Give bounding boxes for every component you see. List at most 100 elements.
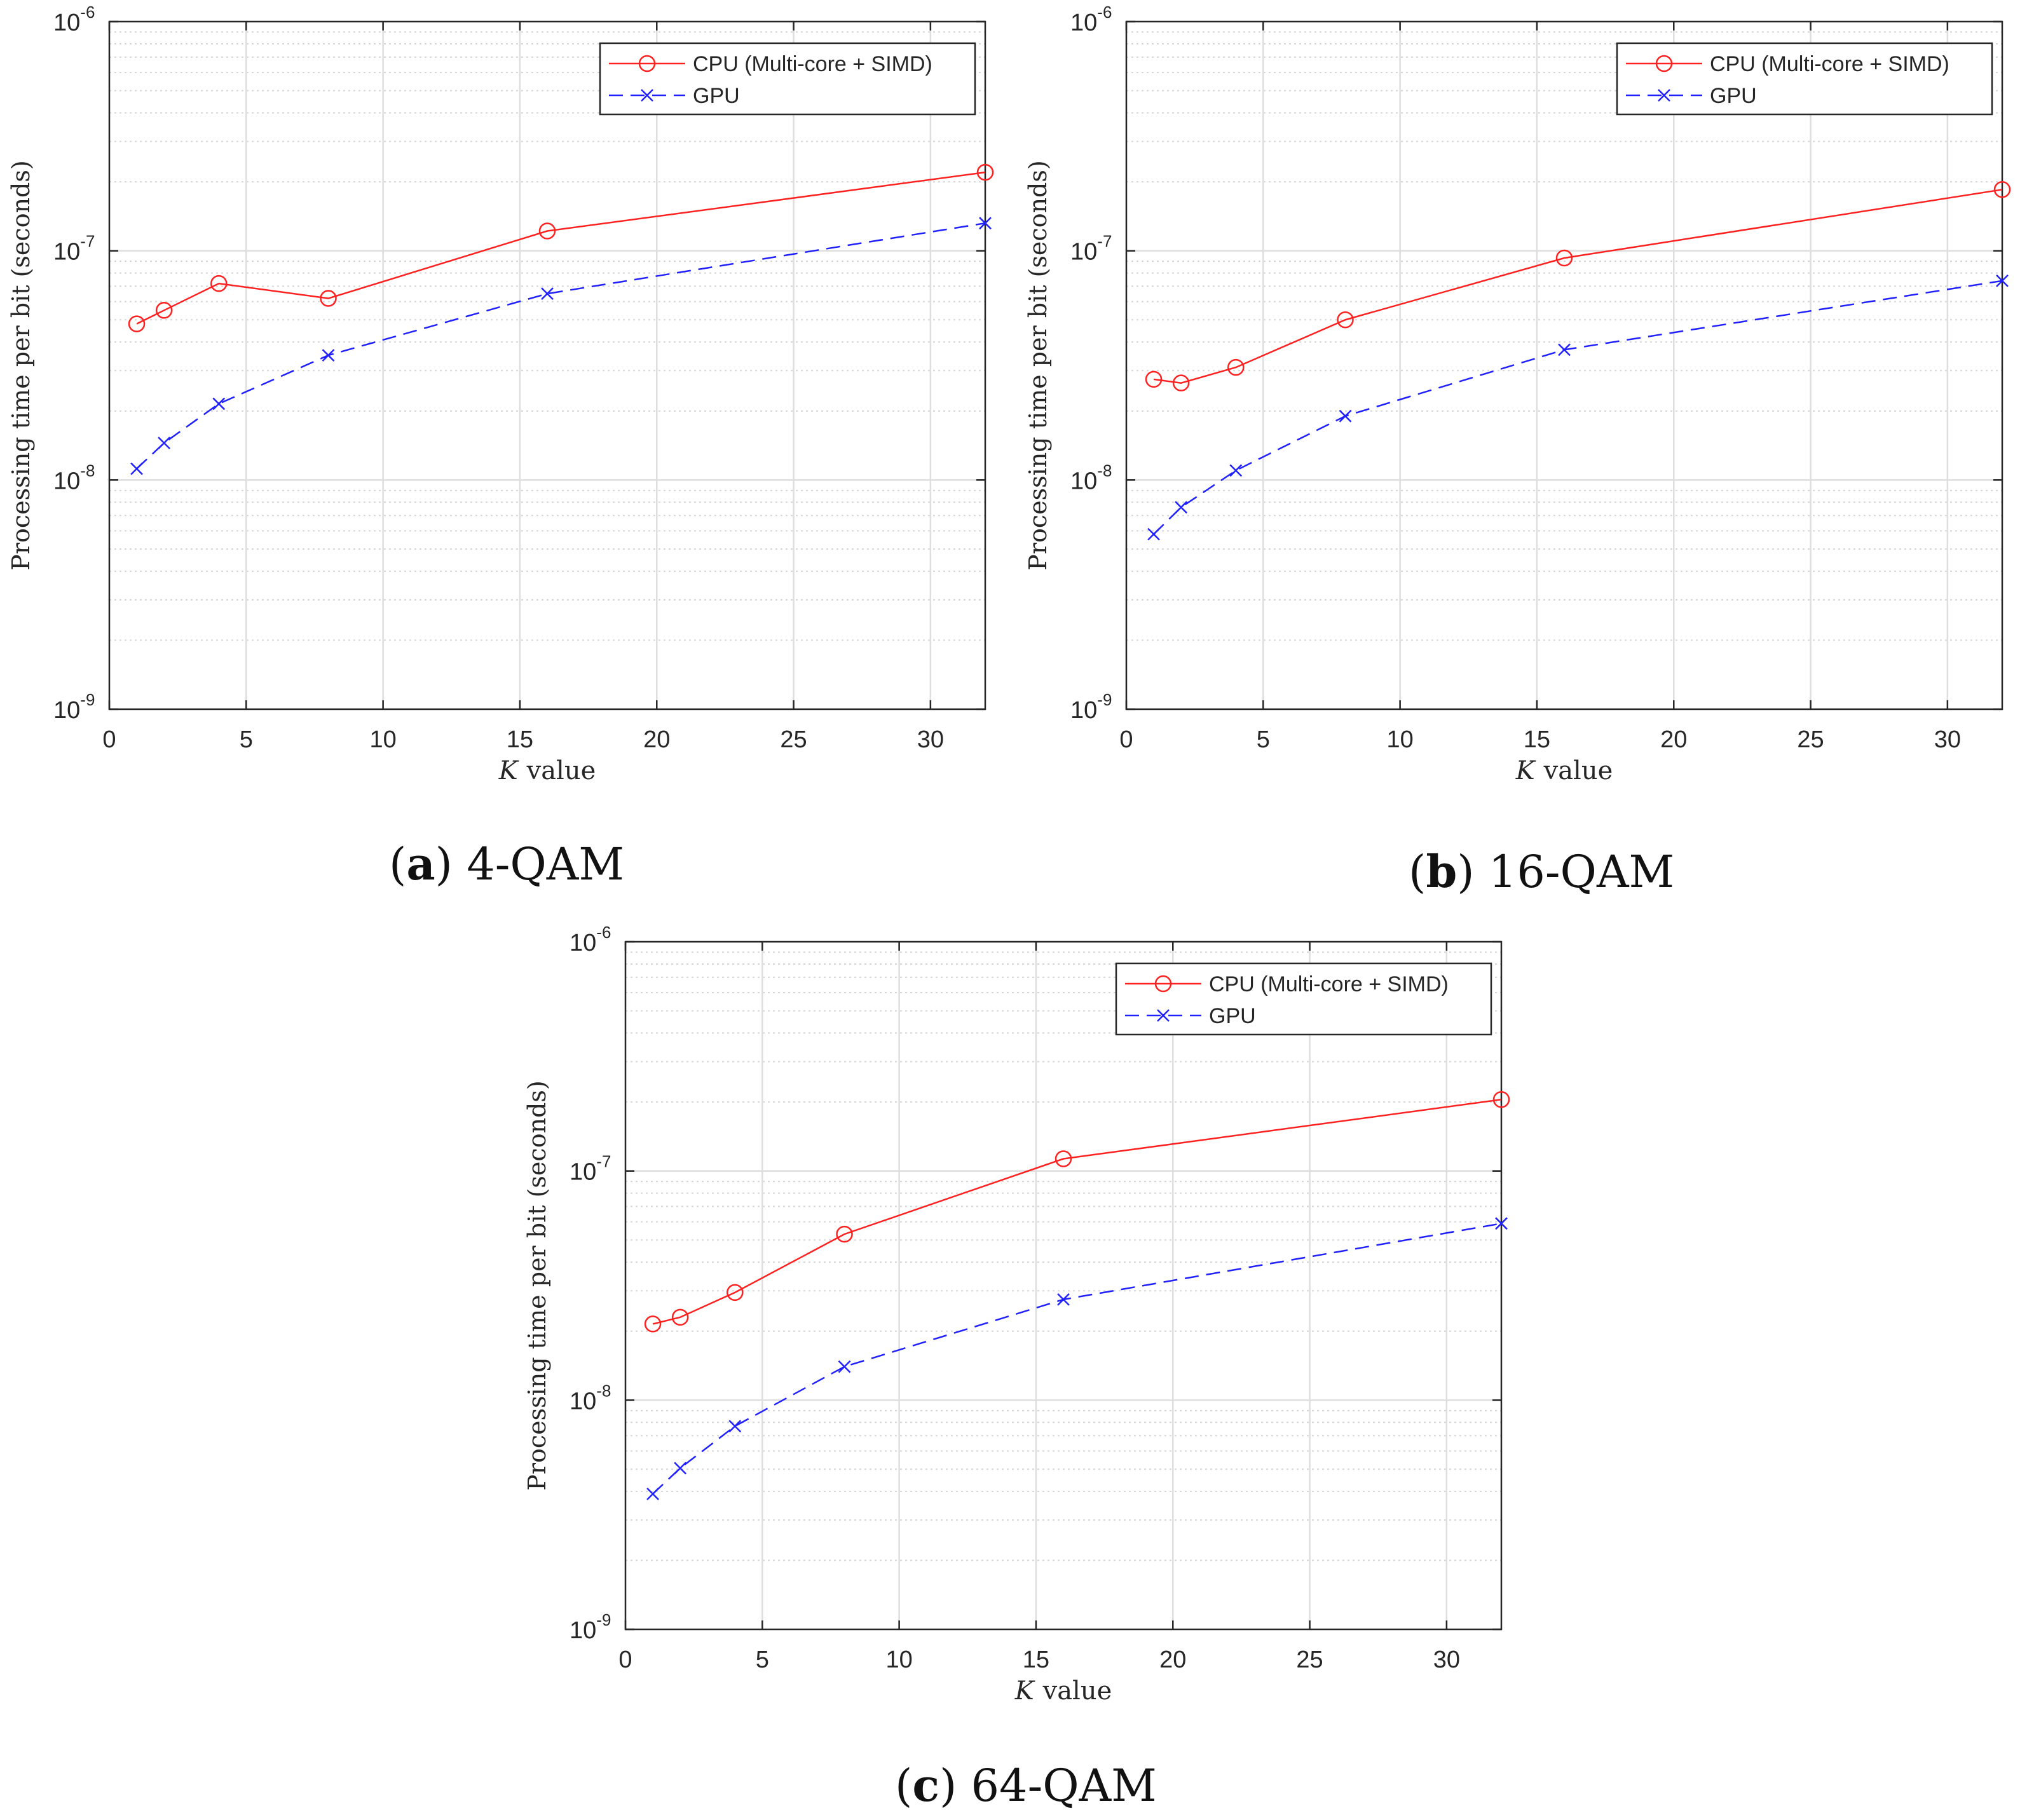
caption-b: (b) 16-QAM [1409, 845, 1675, 898]
y-tick-label: 10-9 [1070, 690, 1112, 724]
legend: CPU (Multi-core + SIMD) GPU [599, 42, 976, 116]
legend-box [1115, 962, 1492, 1036]
x-tick-label: 15 [507, 726, 533, 753]
y-tick-label: 10-8 [1070, 461, 1112, 494]
y-tick-base: 10 [570, 1388, 596, 1415]
minor-grid [625, 951, 1501, 1561]
data-point-x-stroke [212, 397, 226, 411]
y-tick-base: 10 [1070, 10, 1097, 36]
data-point-x-stroke [1339, 409, 1352, 423]
data-point-x [1558, 343, 1571, 357]
data-point-circle [1993, 181, 2011, 198]
y-tick-exponent: -7 [596, 1152, 611, 1171]
data-point-circle [1492, 1090, 1510, 1108]
y-tick-exponent: -8 [80, 461, 95, 480]
x-tick-label: 0 [1119, 726, 1133, 753]
axes-box [624, 941, 1503, 1631]
x-tick-labels: 0 5 10 15 20 25 30 [618, 1647, 1460, 1673]
series-cpu [1145, 181, 2011, 391]
legend: CPU (Multi-core + SIMD) GPU [1115, 962, 1492, 1036]
series-line [652, 1098, 1502, 1325]
x-axis-label-rest: value [526, 756, 596, 785]
data-point-circle [727, 1284, 744, 1301]
data-point-x [322, 349, 335, 362]
x-axis-label-var: K [498, 756, 519, 785]
x-tick-labels: 0 5 10 15 20 25 30 [1119, 726, 1961, 753]
legend-marker-x [1658, 89, 1670, 102]
axes-box [1125, 20, 2003, 710]
data-point-circle [644, 1315, 662, 1333]
series-cpu [128, 163, 994, 332]
data-point-circle [1145, 370, 1163, 388]
legend-label: GPU [693, 84, 740, 108]
y-tick-exponent: -6 [1097, 3, 1112, 22]
y-tick-exponent: -9 [1097, 690, 1112, 709]
y-tick-base: 10 [53, 468, 80, 494]
y-tick-base: 10 [53, 697, 80, 724]
caption-a-label: a [406, 838, 435, 890]
legend-marker-circle [1655, 55, 1673, 72]
x-axis-label-rest: value [1543, 756, 1613, 785]
data-point-x [158, 437, 171, 450]
data-point-circle [320, 290, 337, 307]
legend-box [1616, 42, 1993, 116]
data-point-x-stroke [838, 1360, 851, 1373]
plot-area [1126, 22, 2002, 709]
y-tick-labels: 10-910-810-710-6 [1070, 3, 1112, 724]
data-point-circle [1172, 374, 1190, 391]
data-point-circle [210, 275, 228, 292]
y-axis-label: Processing time per bit (seconds) [523, 1080, 551, 1490]
x-axis-label-rest: value [1042, 1676, 1112, 1706]
y-tick-exponent: -6 [596, 923, 611, 942]
caption-b-label: b [1426, 845, 1457, 898]
data-point-x [212, 397, 226, 411]
x-tick-label: 25 [780, 726, 807, 753]
y-tick-label: 10-6 [1070, 3, 1112, 36]
x-tick-label: 15 [1524, 726, 1550, 753]
data-point-x-stroke [1558, 343, 1571, 357]
plot-area [109, 22, 985, 709]
minor-grid [109, 31, 985, 641]
series-gpu [1147, 274, 2009, 541]
legend-label: CPU (Multi-core + SIMD) [1710, 52, 1949, 76]
y-tick-labels: 10-910-810-710-6 [53, 3, 95, 724]
data-point-circle [1227, 358, 1245, 376]
data-point-x [674, 1462, 687, 1475]
x-tick-label: 25 [1797, 726, 1824, 753]
y-tick-exponent: -8 [596, 1381, 611, 1400]
x-tick-label: 25 [1296, 1647, 1323, 1673]
data-point-x [728, 1420, 742, 1433]
data-point-x [979, 217, 992, 230]
data-point-x [1339, 409, 1352, 423]
y-tick-base: 10 [53, 239, 80, 266]
x-axis-label-var: K [1014, 1676, 1035, 1706]
data-point-x [130, 462, 143, 475]
y-tick-base: 10 [1070, 468, 1097, 494]
x-axis-label-var: K [1515, 756, 1536, 785]
y-axis-label: Processing time per bit (seconds) [7, 160, 35, 570]
minor-grid [1126, 31, 2002, 641]
y-tick-label: 10-8 [570, 1381, 611, 1415]
x-tick-label: 30 [917, 726, 944, 753]
data-point-circle [538, 222, 556, 240]
x-tick-label: 15 [1023, 1647, 1049, 1673]
x-tick-label: 30 [1433, 1647, 1460, 1673]
caption-c-label: c [912, 1759, 939, 1812]
data-point-x-stroke [646, 1487, 659, 1500]
x-tick-label: 20 [1660, 726, 1687, 753]
series-gpu [646, 1217, 1508, 1500]
y-tick-label: 10-8 [53, 461, 95, 494]
data-point-x [1057, 1293, 1070, 1306]
data-point-x-stroke [1175, 501, 1188, 514]
y-tick-label: 10-6 [570, 923, 611, 956]
series-gpu [130, 217, 992, 475]
y-tick-exponent: -7 [80, 232, 95, 251]
legend-marker-circle [638, 55, 656, 72]
data-point-x [1175, 501, 1188, 514]
data-point-circle [671, 1308, 689, 1326]
y-tick-label: 10-9 [53, 690, 95, 724]
